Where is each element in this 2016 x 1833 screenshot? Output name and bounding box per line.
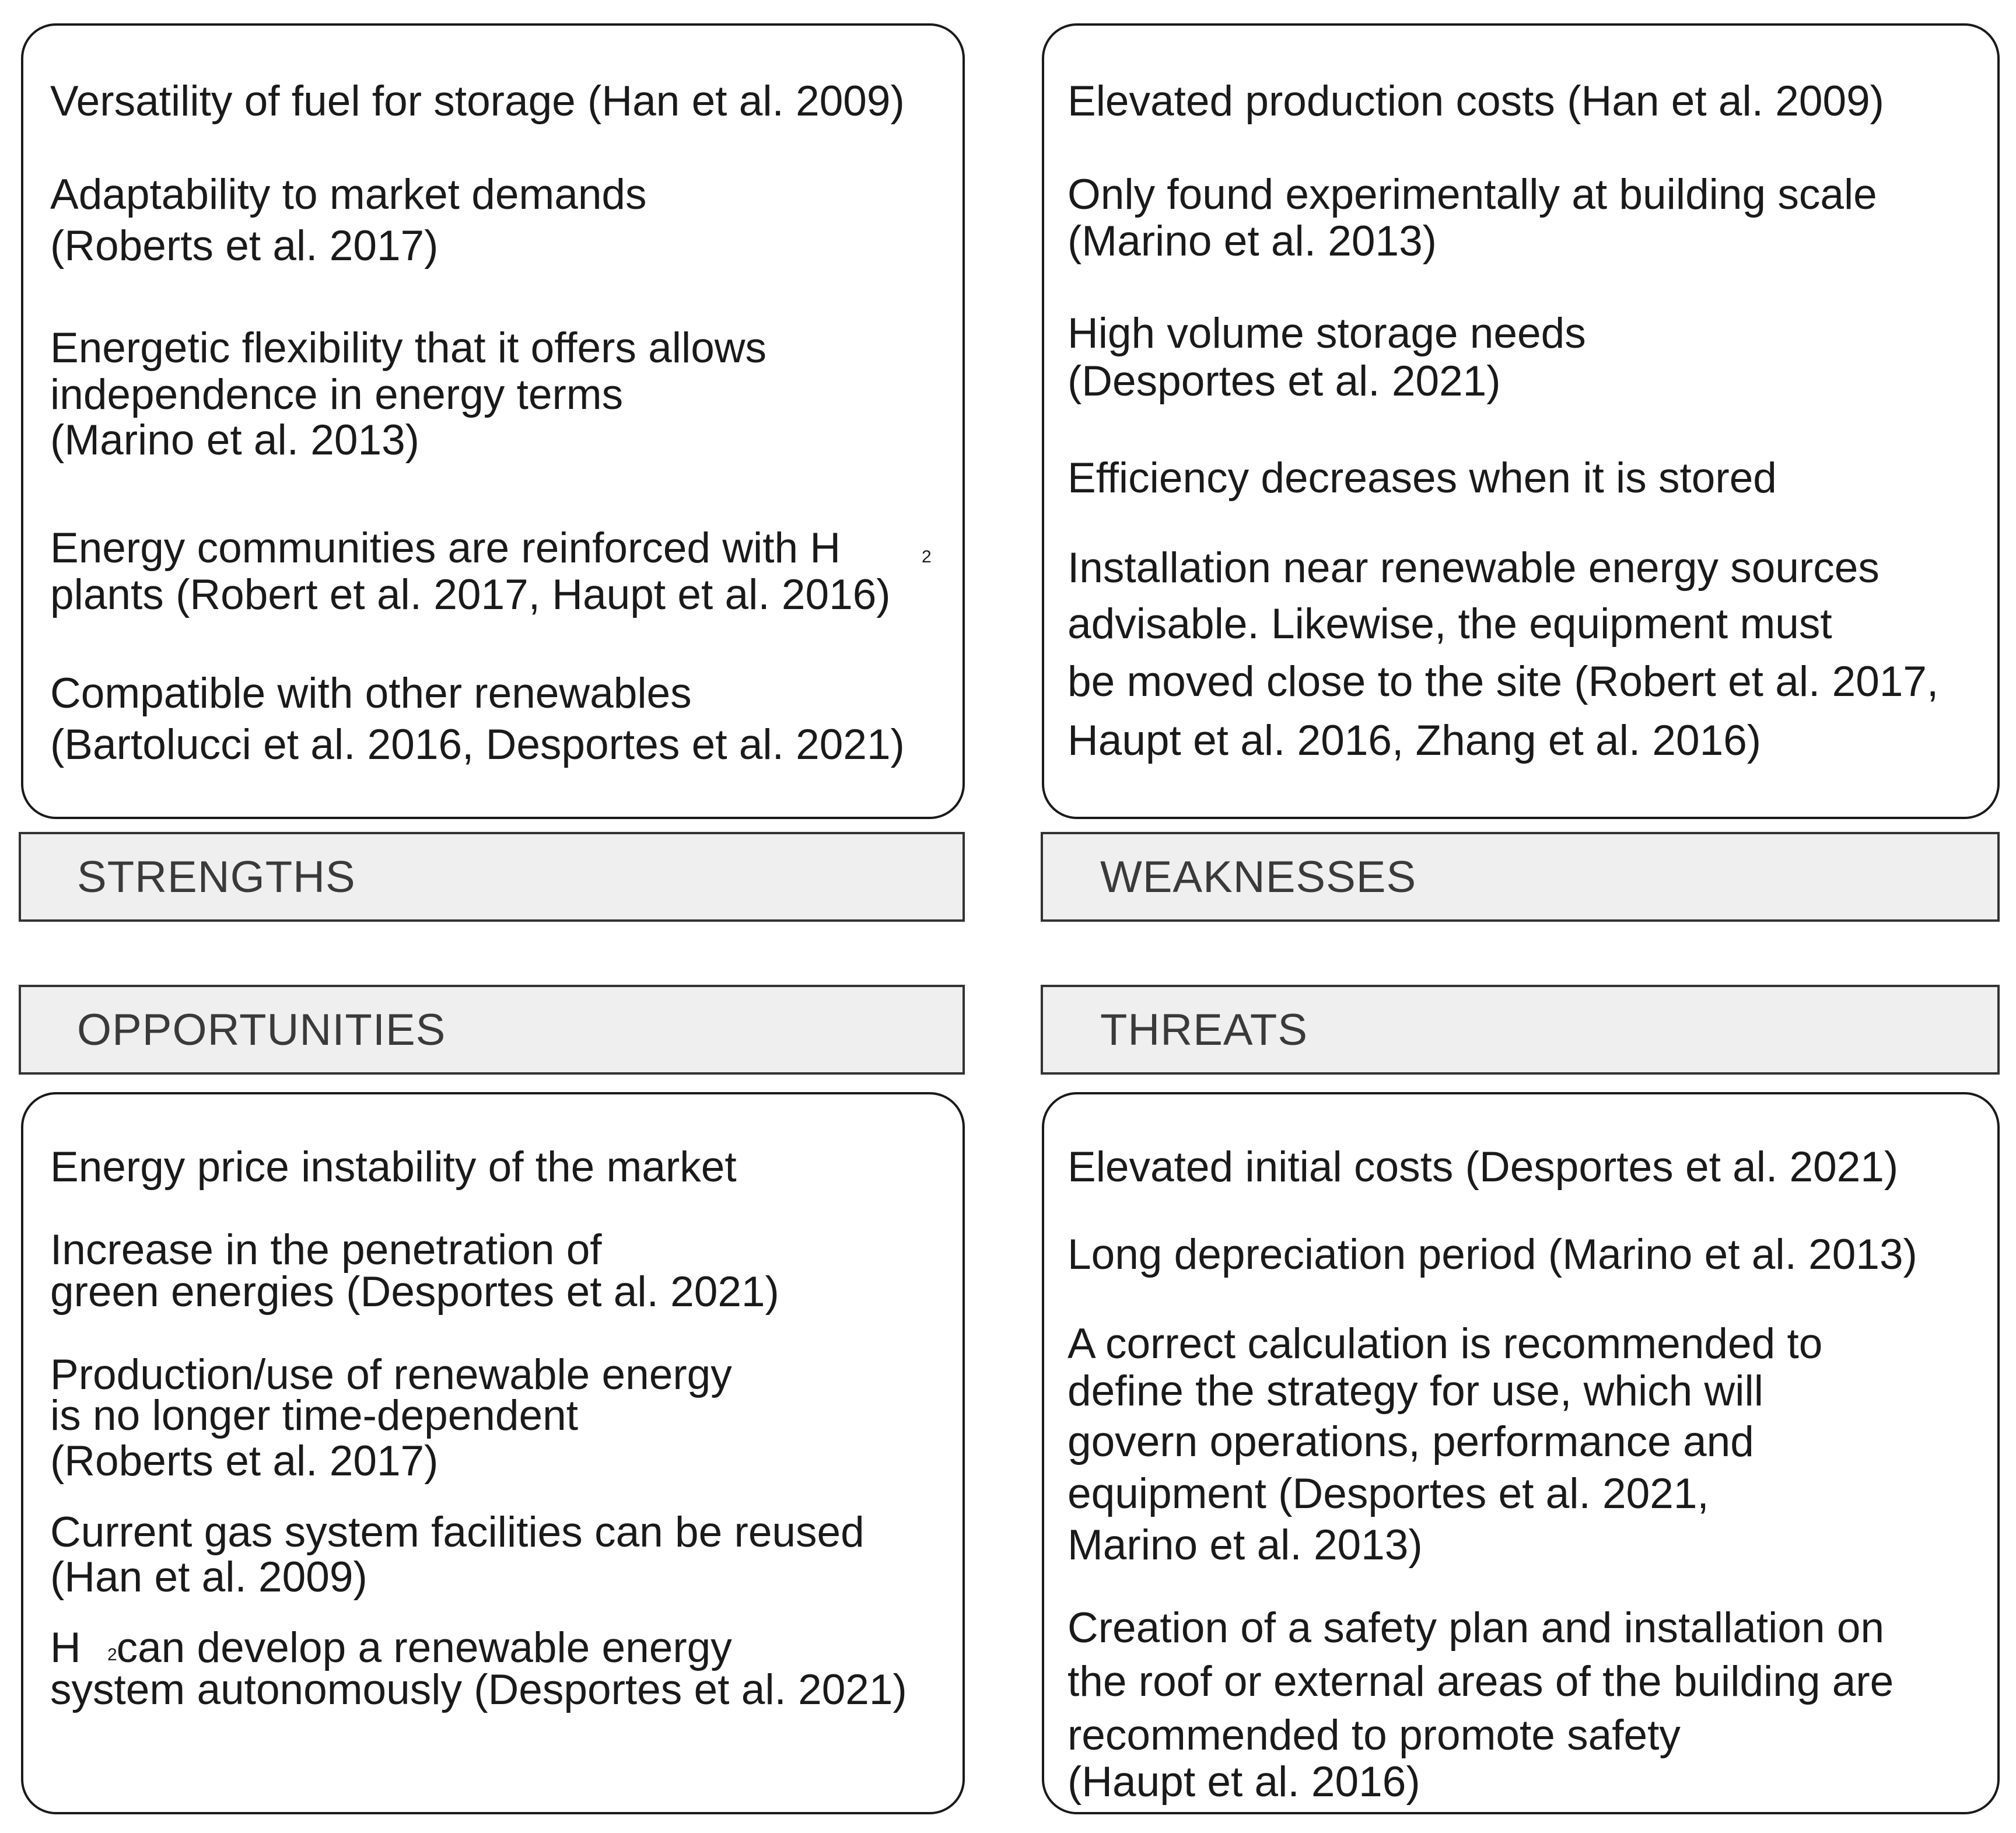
weaknesses-item: Efficiency decreases when it is stored [1068, 454, 1777, 502]
threats-item: the roof or external areas of the buildi… [1068, 1658, 1894, 1705]
h2-subscript: 2 [922, 547, 932, 566]
threats-item: define the strategy for use, which will [1068, 1367, 1763, 1415]
strengths-item: Energy communities are reinforced with H [50, 524, 841, 572]
threats-item: recommended to promote safety [1068, 1712, 1681, 1759]
opportunities-item: Energy price instability of the market [50, 1143, 737, 1191]
opportunities-item: Current gas system facilities can be reu… [50, 1509, 864, 1556]
h2-subscript: 2 [107, 1645, 117, 1664]
opportunities-item: green energies (Desportes et al. 2021) [50, 1268, 779, 1316]
strengths-label: STRENGTHS [19, 832, 965, 922]
weaknesses-item: Haupt et al. 2016, Zhang et al. 2016) [1068, 717, 1762, 764]
weaknesses-item: Installation near renewable energy sourc… [1068, 544, 1880, 592]
strengths-item: Adaptability to market demands [50, 171, 647, 218]
opportunities-item: (Roberts et al. 2017) [50, 1437, 439, 1485]
opportunities-item: Increase in the penetration of [50, 1226, 602, 1274]
weaknesses-item: Only found experimentally at building sc… [1068, 171, 1877, 218]
weaknesses-label: WEAKNESSES [1041, 832, 2000, 922]
threats-item: A correct calculation is recommended to [1068, 1320, 1823, 1367]
threats-item: Long depreciation period (Marino et al. … [1068, 1231, 1917, 1278]
opportunities-box [21, 1092, 965, 1814]
strengths-item: Compatible with other renewables [50, 670, 692, 717]
opportunities-item: is no longer time-dependent [50, 1392, 578, 1439]
strengths-item: independence in energy terms [50, 371, 624, 418]
weaknesses-item: (Marino et al. 2013) [1068, 218, 1437, 265]
strengths-item: plants (Robert et al. 2017, Haupt et al.… [50, 571, 891, 618]
opportunities-item: system autonomously (Desportes et al. 20… [50, 1666, 907, 1713]
weaknesses-item: be moved close to the site (Robert et al… [1068, 658, 1939, 705]
threats-item: Elevated initial costs (Desportes et al.… [1068, 1143, 1899, 1191]
strengths-item: (Marino et al. 2013) [50, 417, 419, 464]
threats-item: govern operations, performance and [1068, 1418, 1754, 1465]
opportunities-item: (Han et al. 2009) [50, 1554, 368, 1601]
opportunities-item: H can develop a renewable energy [50, 1624, 732, 1671]
opportunities-item: Production/use of renewable energy [50, 1351, 732, 1398]
strengths-box [21, 23, 965, 819]
weaknesses-item: Elevated production costs (Han et al. 20… [1068, 78, 1884, 125]
strengths-item: (Roberts et al. 2017) [50, 222, 439, 270]
weaknesses-box [1042, 23, 2000, 819]
weaknesses-item: (Desportes et al. 2021) [1068, 358, 1501, 405]
weaknesses-item: High volume storage needs [1068, 310, 1586, 357]
weaknesses-item: advisable. Likewise, the equipment must [1068, 600, 1832, 648]
threats-box [1042, 1092, 2000, 1814]
threats-item: Creation of a safety plan and installati… [1068, 1604, 1885, 1652]
threats-item: equipment (Desportes et al. 2021, [1068, 1470, 1709, 1517]
threats-item: (Haupt et al. 2016) [1068, 1758, 1420, 1806]
threats-label: THREATS [1041, 985, 2000, 1075]
strengths-item: Energetic flexibility that it offers all… [50, 324, 767, 372]
strengths-item: Versatility of fuel for storage (Han et … [50, 78, 905, 125]
threats-item: Marino et al. 2013) [1068, 1521, 1423, 1569]
strengths-item: (Bartolucci et al. 2016, Desportes et al… [50, 721, 905, 768]
opportunities-label: OPPORTUNITIES [19, 985, 965, 1075]
